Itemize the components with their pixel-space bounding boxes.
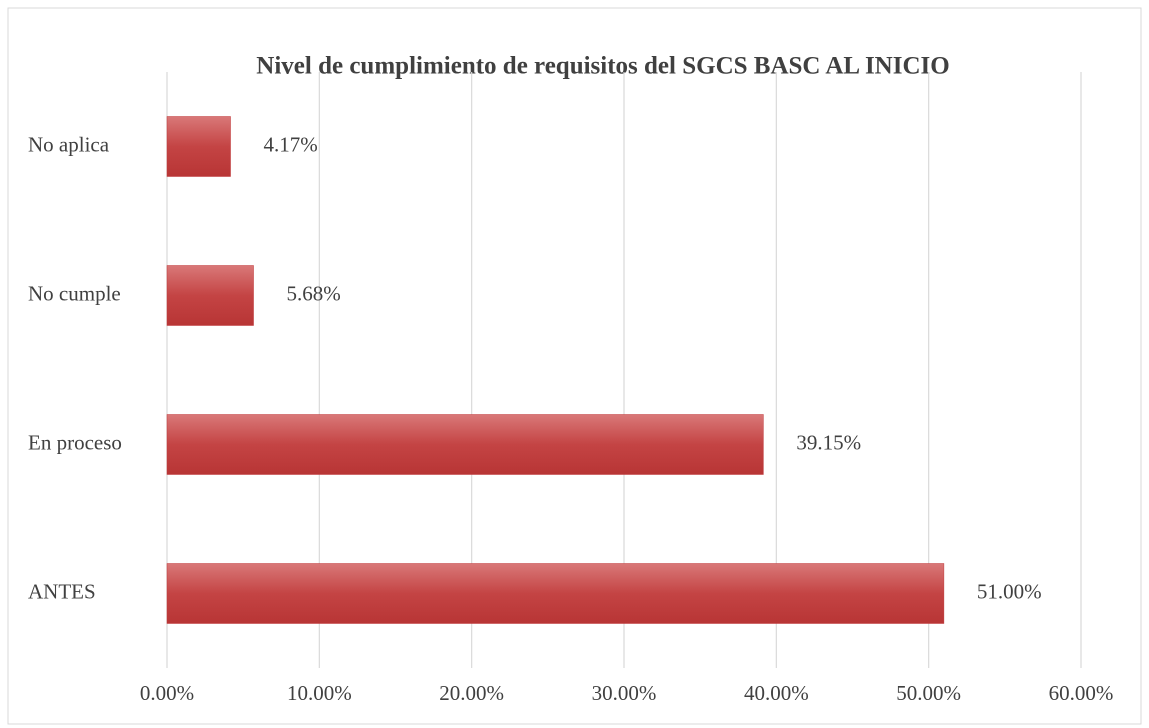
value-label: 51.00% [977,579,1042,603]
x-tick-label: 10.00% [287,681,352,705]
x-tick-label: 60.00% [1049,681,1114,705]
y-tick-label: No cumple [28,281,121,305]
chart-title: Nivel de cumplimiento de requisitos del … [256,53,949,80]
x-tick-label: 30.00% [592,681,657,705]
x-tick-label: 20.00% [439,681,504,705]
y-tick-label: En proceso [28,430,122,454]
value-label: 4.17% [264,132,318,156]
x-tick-label: 0.00% [140,681,194,705]
y-tick-label: No aplica [28,132,110,156]
bar [166,265,254,326]
value-label: 5.68% [287,281,341,305]
bar [166,563,945,624]
bar [166,414,764,475]
x-tick-label: 40.00% [744,681,809,705]
bar [166,116,231,177]
y-tick-label: ANTES [28,579,96,603]
x-tick-label: 50.00% [896,681,961,705]
value-label: 39.15% [796,430,861,454]
